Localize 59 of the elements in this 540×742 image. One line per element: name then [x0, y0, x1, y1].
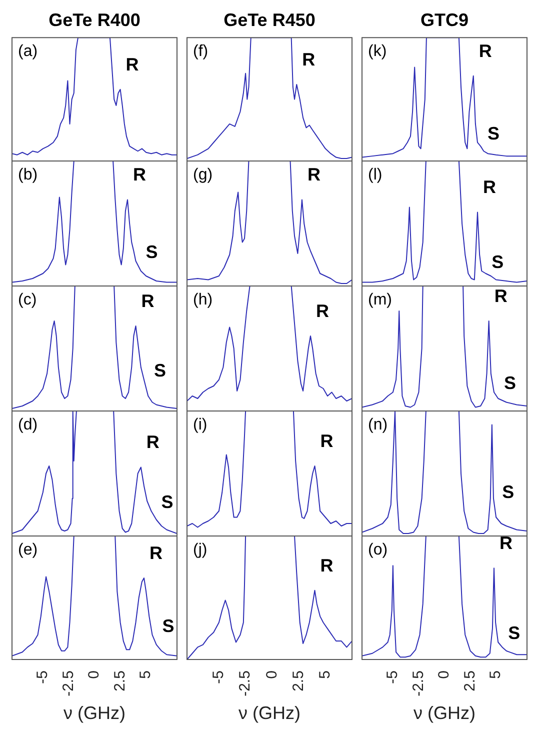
annotation: (b) — [18, 166, 38, 184]
x-tick-label: -2.5 — [236, 670, 254, 696]
annotation: (h) — [193, 291, 213, 308]
x-tick-label: 5 — [487, 670, 504, 679]
annotation: S — [154, 360, 166, 381]
annotation: (j) — [193, 541, 208, 558]
x-tick-label: 0 — [86, 670, 103, 679]
annotation: R — [320, 555, 334, 576]
annotation: (e) — [18, 541, 38, 558]
annotation: (n) — [368, 416, 388, 434]
annotation: R — [307, 164, 320, 185]
x-tick-label: 5 — [137, 670, 154, 679]
x-tick-label: 0 — [263, 670, 280, 679]
x-axis-title: ν (GHz) — [414, 703, 476, 724]
annotation: (i) — [193, 416, 208, 434]
annotation: R — [126, 54, 139, 74]
annotation: S — [161, 492, 174, 512]
x-tick-label: 5 — [316, 670, 334, 679]
x-tick-label: -5 — [34, 670, 52, 684]
annotation: R — [500, 533, 512, 554]
annotation: R — [478, 40, 492, 61]
annotation: S — [502, 482, 514, 502]
chart-title: GeTe R400 — [48, 10, 140, 30]
annotation: (d) — [18, 416, 38, 434]
annotation: R — [150, 542, 162, 563]
annotation: (k) — [368, 43, 387, 60]
annotation: (a) — [18, 43, 38, 60]
annotation: (m) — [368, 291, 392, 308]
annotation: S — [492, 252, 504, 272]
x-axis-title: ν (GHz) — [238, 703, 300, 724]
annotation: R — [141, 290, 154, 311]
annotation: R — [146, 432, 160, 452]
annotation: (f) — [193, 43, 208, 60]
annotation: (g) — [193, 166, 213, 184]
x-tick-label: -2.5 — [60, 670, 77, 696]
x-axis-title: ν (GHz) — [64, 703, 126, 724]
annotation: R — [302, 49, 316, 70]
annotation: R — [133, 164, 146, 185]
x-tick-label: -5 — [210, 670, 228, 684]
x-tick-label: 2.5 — [111, 670, 128, 692]
x-tick-label: 0 — [436, 670, 453, 679]
x-tick-label: -2.5 — [410, 670, 427, 696]
annotation: R — [316, 300, 329, 321]
annotation: S — [146, 242, 158, 262]
x-tick-label: -5 — [384, 670, 402, 684]
annotation: S — [487, 123, 500, 144]
x-tick-label: 2.5 — [290, 670, 307, 692]
annotation: (o) — [368, 541, 388, 558]
annotation: S — [504, 373, 516, 394]
annotation: S — [508, 623, 520, 644]
annotation: R — [494, 286, 508, 306]
annotation: R — [320, 430, 334, 451]
annotation: (c) — [18, 291, 37, 308]
annotation: R — [483, 177, 496, 198]
x-tick-label: 2.5 — [461, 670, 478, 692]
chart-title: GTC9 — [420, 10, 469, 30]
chart-title: GeTe R450 — [224, 10, 316, 30]
annotation: S — [162, 616, 174, 636]
annotation: (l) — [368, 166, 382, 184]
